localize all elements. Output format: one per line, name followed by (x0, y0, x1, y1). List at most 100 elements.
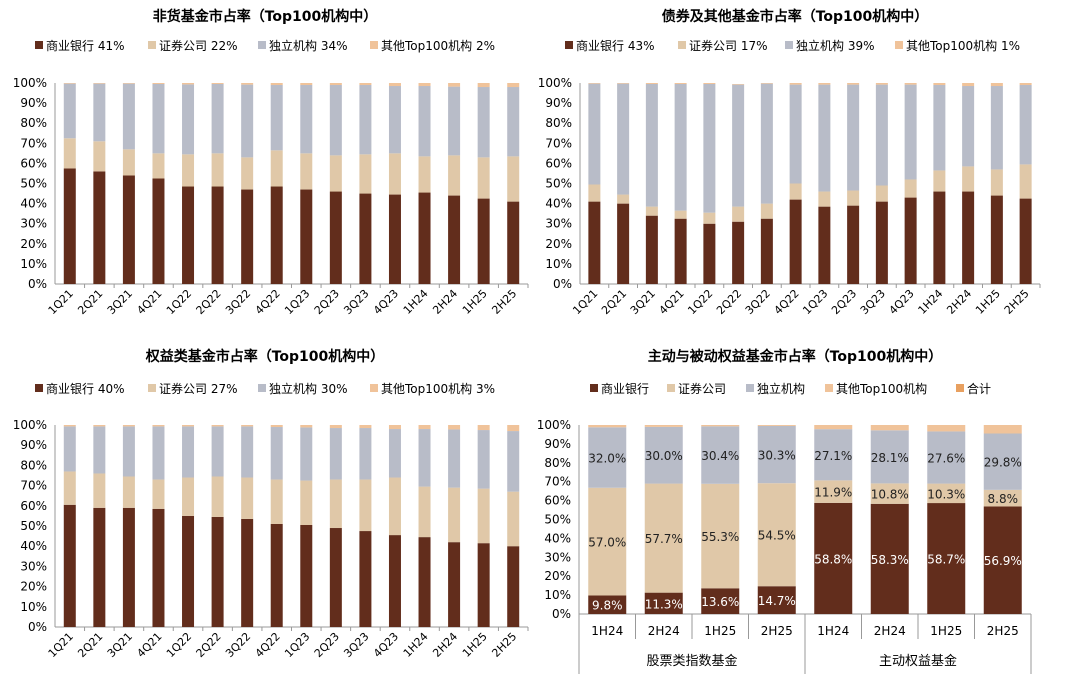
data-label: 10.3% (927, 487, 965, 501)
bar-segment-证券公司 (241, 477, 254, 519)
bar-segment-商业银行 (211, 516, 224, 627)
y-tick-label: 100% (13, 76, 47, 90)
bar-segment-其他Top100机构 (933, 83, 946, 86)
bar-segment-商业银行 (645, 215, 658, 284)
legend-label: 其他Top100机构 (836, 381, 927, 396)
bar-segment-证券公司 (617, 194, 630, 204)
bar-segment-证券公司 (182, 154, 195, 187)
legend-label: 证券公司 27% (159, 381, 238, 396)
bar-segment-商业银行 (904, 197, 917, 284)
legend-label: 独立机构 30% (269, 381, 348, 396)
legend-swatch (746, 384, 754, 392)
x-tick-label: 1Q22 (685, 287, 715, 317)
bar-segment-独立机构 (122, 426, 135, 477)
bar-segment-其他Top100机构 (674, 83, 687, 85)
bar-segment-商业银行 (388, 194, 401, 284)
x-tick-label: 2H25 (489, 287, 519, 317)
y-tick-label: 30% (544, 550, 571, 564)
data-label: 11.9% (814, 486, 852, 500)
bar-segment-商业银行 (448, 195, 461, 284)
bar-segment-商业银行 (847, 205, 860, 284)
bar-segment-证券公司 (507, 491, 520, 547)
bar-segment-证券公司 (904, 179, 917, 198)
bar-segment-证券公司 (588, 487, 627, 596)
bar-segment-商业银行 (990, 195, 1003, 284)
x-tick-label: 1Q23 (282, 630, 312, 660)
bar-segment-商业银行 (211, 186, 224, 284)
y-tick-label: 40% (20, 539, 47, 553)
bar-segment-商业银行 (329, 528, 342, 627)
bar-segment-商业银行 (789, 199, 802, 284)
legend-label: 商业银行 (601, 381, 649, 396)
legend-swatch (35, 41, 43, 49)
bar-segment-独立机构 (152, 84, 165, 154)
data-label: 58.3% (871, 553, 909, 567)
y-tick-label: 30% (20, 217, 47, 231)
bar-segment-独立机构 (927, 431, 966, 484)
bar-segment-其他Top100机构 (983, 425, 1022, 434)
legend-label: 证券公司 22% (159, 38, 238, 53)
data-label: 8.8% (988, 492, 1019, 506)
y-tick-label: 80% (544, 456, 571, 470)
bar-segment-证券公司 (329, 479, 342, 529)
bar-segment-商业银行 (122, 175, 135, 284)
bar-segment-独立机构 (359, 85, 372, 155)
bar-segment-证券公司 (645, 206, 658, 216)
bar-segment-商业银行 (300, 189, 313, 284)
bar-segment-证券公司 (63, 471, 76, 505)
bar-segment-证券公司 (674, 210, 687, 219)
bar-segment-证券公司 (241, 157, 254, 190)
legend-label: 证券公司 17% (689, 38, 768, 53)
bar-segment-独立机构 (847, 84, 860, 191)
x-tick-label: 1H25 (460, 287, 490, 317)
data-label: 55.3% (701, 530, 739, 544)
y-tick-label: 50% (20, 177, 47, 191)
bar-segment-证券公司 (359, 154, 372, 194)
legend-swatch (258, 41, 266, 49)
x-tick-label: 1Q22 (164, 287, 194, 317)
x-tick-label: 2H24 (430, 287, 460, 317)
bar-segment-独立机构 (63, 426, 76, 472)
bar-segment-其他Top100机构 (588, 83, 601, 84)
y-tick-label: 60% (544, 494, 571, 508)
bar-segment-独立机构 (477, 430, 490, 489)
bar-segment-其他Top100机构 (300, 83, 313, 86)
bar-segment-独立机构 (983, 433, 1022, 490)
bar-segment-商业银行 (814, 502, 853, 614)
y-tick-label: 70% (20, 479, 47, 493)
bar-segment-其他Top100机构 (448, 425, 461, 430)
bar-segment-其他Top100机构 (418, 83, 431, 87)
bar-segment-独立机构 (789, 84, 802, 184)
bar-segment-独立机构 (418, 86, 431, 157)
bar-segment-商业银行 (507, 546, 520, 627)
bar-segment-证券公司 (152, 153, 165, 179)
bar-segment-其他Top100机构 (241, 425, 254, 427)
bar-segment-其他Top100机构 (241, 83, 254, 85)
bar-segment-证券公司 (122, 149, 135, 176)
chart-title: 权益类基金市占率（Top100机构中） (145, 348, 385, 365)
legend-swatch (148, 41, 156, 49)
x-tick-label: 2Q21 (75, 287, 105, 317)
data-label: 28.1% (871, 451, 909, 465)
bar-segment-证券公司 (990, 169, 1003, 196)
bar-segment-证券公司 (983, 489, 1022, 507)
legend-swatch (258, 384, 266, 392)
bar-segment-证券公司 (63, 138, 76, 169)
y-tick-label: 100% (537, 418, 571, 432)
x-tick-label: 1H24 (817, 624, 849, 638)
bar-segment-证券公司 (847, 190, 860, 206)
x-tick-label: 2Q23 (312, 287, 342, 317)
data-label: 57.7% (645, 532, 683, 546)
data-label: 11.3% (645, 597, 683, 611)
bar-segment-独立机构 (703, 84, 716, 213)
legend-label: 其他Top100机构 2% (381, 38, 495, 53)
bar-segment-其他Top100机构 (182, 425, 195, 427)
bar-segment-证券公司 (359, 479, 372, 532)
bar-segment-证券公司 (760, 203, 773, 219)
bar-segment-独立机构 (270, 85, 283, 151)
x-tick-label: 1Q22 (164, 630, 194, 660)
bar-segment-其他Top100机构 (644, 425, 683, 427)
y-tick-label: 100% (13, 418, 47, 432)
bar-segment-独立机构 (448, 429, 461, 488)
y-tick-label: 90% (544, 437, 571, 451)
